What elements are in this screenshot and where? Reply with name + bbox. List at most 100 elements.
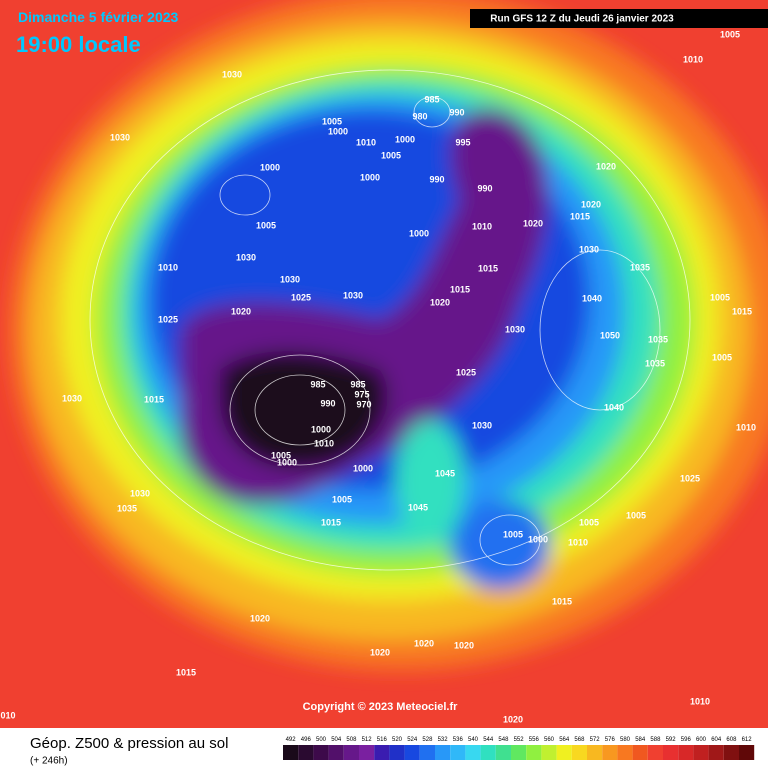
scale-label: 548 [498, 737, 509, 743]
isobar-label: 990 [429, 174, 444, 184]
isobar-label: 1015 [321, 517, 341, 527]
scale-swatch [450, 745, 466, 760]
isobar-label: 1010 [736, 422, 756, 432]
isobar-label: 1030 [236, 252, 256, 262]
field-bands [10, 0, 768, 670]
scale-label: 544 [483, 737, 494, 743]
isobar-label: 1035 [648, 334, 668, 344]
isobar-label: 1000 [277, 457, 297, 467]
scale-label: 608 [726, 737, 737, 743]
isobar [479, 514, 541, 566]
isobar-label: 1035 [117, 503, 137, 513]
band [450, 500, 550, 590]
isobar-label: 1020 [370, 647, 390, 657]
isobar-label: 985 [310, 379, 325, 389]
isobar-label: 1025 [291, 292, 311, 302]
scale-label: 568 [574, 737, 585, 743]
scale-swatch [480, 745, 496, 760]
scale-label: 588 [650, 737, 661, 743]
scale-swatch [571, 745, 587, 760]
isobar-label: 1045 [408, 502, 428, 512]
isobar-label: 1020 [250, 613, 270, 623]
scale-swatch [663, 745, 679, 760]
isobar-label: 1005 [332, 494, 352, 504]
scale-swatch [313, 745, 329, 760]
scale-label: 584 [635, 737, 646, 743]
isobar [219, 174, 271, 216]
run-box [470, 9, 768, 28]
scale-label: 592 [666, 737, 677, 743]
copyright: Copyright © 2023 Meteociel.fr [303, 701, 459, 713]
isobar-label: 1005 [626, 510, 646, 520]
isobar-label: 985 [350, 379, 365, 389]
isobar-label: 1015 [144, 394, 164, 404]
legend-lead: (+ 246h) [30, 756, 68, 767]
isobar-label: 1005 [256, 220, 276, 230]
isobar-label: 1005 [710, 292, 730, 302]
isobar [229, 354, 371, 466]
isobar-label: 1040 [604, 402, 624, 412]
scale-label: 512 [362, 737, 373, 743]
scale-label: 496 [301, 737, 312, 743]
scale-swatch [693, 745, 709, 760]
isobar [413, 96, 451, 128]
scale-swatch [511, 745, 527, 760]
isobar-label: 1030 [472, 420, 492, 430]
isobar-label: 1010 [568, 537, 588, 547]
scale-label: 596 [681, 737, 692, 743]
scale-label: 536 [453, 737, 464, 743]
scale-swatch [404, 745, 420, 760]
isobar-label: 1005 [720, 29, 740, 39]
isobar-label: 1005 [712, 352, 732, 362]
scale-label: 564 [559, 737, 570, 743]
isobar-label: 1000 [360, 172, 380, 182]
scale-label: 560 [544, 737, 555, 743]
isobar-label: 010 [0, 710, 15, 720]
isobar-label: 1050 [600, 330, 620, 340]
scale-label: 504 [331, 737, 342, 743]
isobars [89, 69, 691, 571]
isobar-label: 1015 [570, 211, 590, 221]
scale-swatch [632, 745, 648, 760]
scale-swatch [283, 745, 299, 760]
isobar-label: 1005 [503, 529, 523, 539]
isobar-label: 980 [412, 111, 427, 121]
isobar-label: 990 [477, 183, 492, 193]
scale-swatch [526, 745, 542, 760]
isobar-label: 1030 [110, 132, 130, 142]
scale-swatch [739, 745, 755, 760]
scale-label: 520 [392, 737, 403, 743]
isobar-label: 1015 [732, 306, 752, 316]
isobar-label: 1040 [582, 293, 602, 303]
scale-label: 516 [377, 737, 388, 743]
scale-swatch [541, 745, 557, 760]
scale-label: 572 [590, 737, 601, 743]
isobar-label: 1005 [271, 450, 291, 460]
date-title: Dimanche 5 février 2023 [18, 9, 179, 25]
time-title: 19:00 locale [16, 32, 141, 57]
scale-swatch [419, 745, 435, 760]
isobar-label: 1010 [690, 696, 710, 706]
isobar-label: 1000 [260, 162, 280, 172]
scale-label: 600 [696, 737, 707, 743]
isobar-label: 1020 [430, 297, 450, 307]
isobar-label: 1005 [322, 116, 342, 126]
isobar-label: 1020 [503, 714, 523, 724]
scale-label: 580 [620, 737, 631, 743]
isobar [254, 374, 346, 446]
scale-swatch [328, 745, 344, 760]
isobar-label: 1020 [231, 306, 251, 316]
isobar-label: 1020 [581, 199, 601, 209]
isobar-label: 1020 [454, 640, 474, 650]
scale-swatch [495, 745, 511, 760]
band [220, 351, 388, 469]
isobar-label: 1000 [395, 134, 415, 144]
isobar-label: 1035 [630, 262, 650, 272]
isobar-label: 1015 [176, 667, 196, 677]
field [0, 0, 768, 728]
scale-swatch [617, 745, 633, 760]
scale-swatch [602, 745, 618, 760]
isobar-label: 1010 [683, 54, 703, 64]
